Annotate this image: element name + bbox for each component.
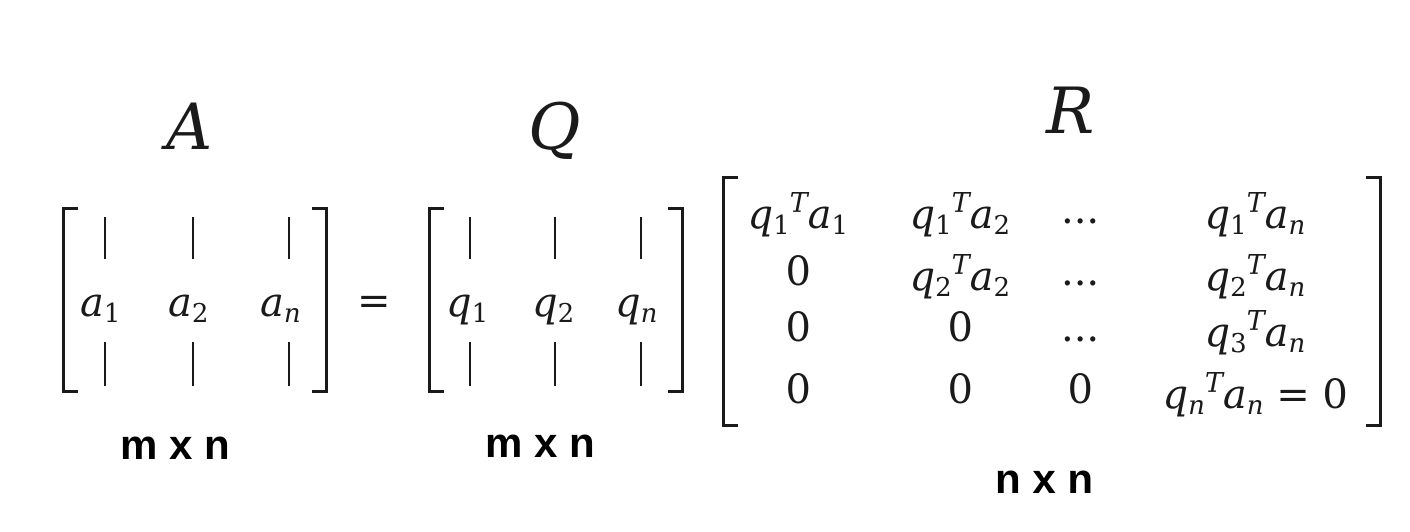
matrix-q-left-bracket xyxy=(428,207,444,393)
matrix-r-entry: 0 xyxy=(947,305,973,351)
column-bar xyxy=(554,342,556,386)
matrix-a-col-1: a1 xyxy=(80,280,121,329)
matrix-r-label: R xyxy=(1046,75,1095,149)
column-bar xyxy=(192,217,194,259)
column-bar xyxy=(469,342,471,386)
matrix-r-entry: ... xyxy=(1061,187,1100,233)
matrix-r-entry: 0 xyxy=(785,249,811,295)
matrix-a-dims: m x n xyxy=(120,421,230,468)
matrix-r-entry: 0 xyxy=(785,305,811,351)
matrix-a-col-n: an xyxy=(260,280,301,329)
column-bar xyxy=(288,342,290,386)
column-bar xyxy=(640,217,642,259)
matrix-q-col-n: qn xyxy=(615,280,658,329)
matrix-r-left-bracket xyxy=(722,176,738,427)
matrix-r-entry: ... xyxy=(1061,249,1100,295)
matrix-r-entry: q2Tan xyxy=(1204,250,1306,303)
matrix-r-entry: q2Ta2 xyxy=(909,250,1011,303)
matrix-r-entry: 0 xyxy=(947,367,973,413)
matrix-q-col-1: q1 xyxy=(446,280,489,329)
column-bar xyxy=(104,217,106,259)
equals-sign: = xyxy=(357,278,391,324)
matrix-r-entry: q1Tan xyxy=(1204,188,1306,241)
matrix-r-right-bracket xyxy=(1366,176,1382,427)
matrix-a-right-bracket xyxy=(312,207,328,393)
matrix-q-label: Q xyxy=(528,91,581,165)
matrix-r-entry: ... xyxy=(1061,305,1100,351)
matrix-r-entry: q1Ta2 xyxy=(909,188,1011,241)
matrix-a-left-bracket xyxy=(62,207,78,393)
column-bar xyxy=(192,342,194,386)
matrix-r-entry: 0 xyxy=(1067,367,1093,413)
matrix-r-entry: qnTan = 0 xyxy=(1162,368,1348,421)
column-bar xyxy=(288,217,290,259)
matrix-r-entry: q3Tan xyxy=(1204,306,1306,359)
matrix-r-dims: n x n xyxy=(995,455,1094,502)
column-bar xyxy=(104,342,106,386)
matrix-r-entry: q1Ta1 xyxy=(747,188,849,241)
matrix-a-col-2: a2 xyxy=(168,280,209,329)
column-bar xyxy=(640,342,642,386)
matrix-q-dims: m x n xyxy=(485,419,595,466)
matrix-r-entry: 0 xyxy=(785,367,811,413)
column-bar xyxy=(469,217,471,259)
matrix-a-label: A xyxy=(166,91,213,165)
matrix-q-right-bracket xyxy=(668,207,684,393)
matrix-q-col-2: q2 xyxy=(532,280,575,329)
column-bar xyxy=(554,217,556,259)
